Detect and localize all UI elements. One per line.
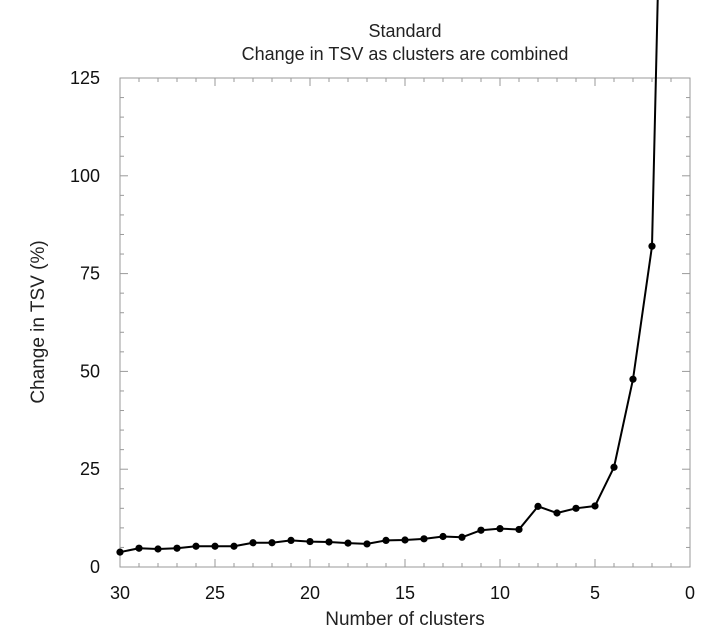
x-tick-label: 30: [110, 583, 130, 603]
y-tick-label: 0: [90, 557, 100, 577]
data-point: [230, 542, 238, 550]
data-point: [154, 545, 162, 553]
x-tick-label: 20: [300, 583, 320, 603]
data-point: [306, 537, 314, 546]
chart-subtitle: Change in TSV as clusters are combined: [242, 44, 569, 64]
chart-title: Standard: [368, 21, 441, 41]
x-tick-label: 25: [205, 583, 225, 603]
x-tick-label: 10: [490, 583, 510, 603]
y-tick-label: 25: [80, 459, 100, 479]
data-point: [648, 242, 656, 250]
data-point: [629, 375, 637, 383]
data-point: [268, 539, 276, 547]
data-point: [458, 533, 466, 541]
data-point: [325, 538, 333, 546]
y-axis-ticks: 0 25 50 75 100 125: [70, 68, 690, 577]
data-point: [363, 540, 371, 548]
data-point: [572, 504, 580, 512]
data-point: [420, 535, 428, 543]
data-point: [382, 536, 390, 544]
x-tick-label: 0: [685, 583, 695, 603]
data-point: [344, 539, 352, 547]
data-point: [135, 544, 143, 552]
series-group: [116, 0, 659, 556]
x-axis-ticks: 30 25 20 15 10 5 0: [110, 78, 695, 603]
data-point: [401, 536, 409, 544]
y-axis-label: Change in TSV (%): [28, 240, 49, 403]
data-point: [439, 532, 447, 541]
y-tick-label: 75: [80, 264, 100, 284]
data-point: [211, 542, 219, 550]
series-line: [119, 0, 659, 554]
y-tick-label: 50: [80, 361, 100, 381]
data-point: [553, 509, 561, 517]
data-point: [287, 536, 295, 544]
x-tick-label: 5: [590, 583, 600, 603]
data-point: [610, 463, 618, 471]
x-axis-label: Number of clusters: [325, 609, 484, 630]
data-point: [249, 539, 257, 547]
data-point: [515, 525, 523, 534]
data-point: [534, 502, 542, 510]
data-point: [173, 544, 181, 552]
data-point: [496, 525, 504, 533]
y-tick-label: 125: [70, 68, 100, 88]
plot-frame: [119, 77, 691, 568]
data-point: [591, 502, 599, 510]
y-tick-label: 100: [70, 166, 100, 186]
x-tick-label: 15: [395, 583, 415, 603]
data-point: [477, 526, 485, 534]
data-point: [192, 542, 200, 550]
data-point: [116, 548, 124, 556]
